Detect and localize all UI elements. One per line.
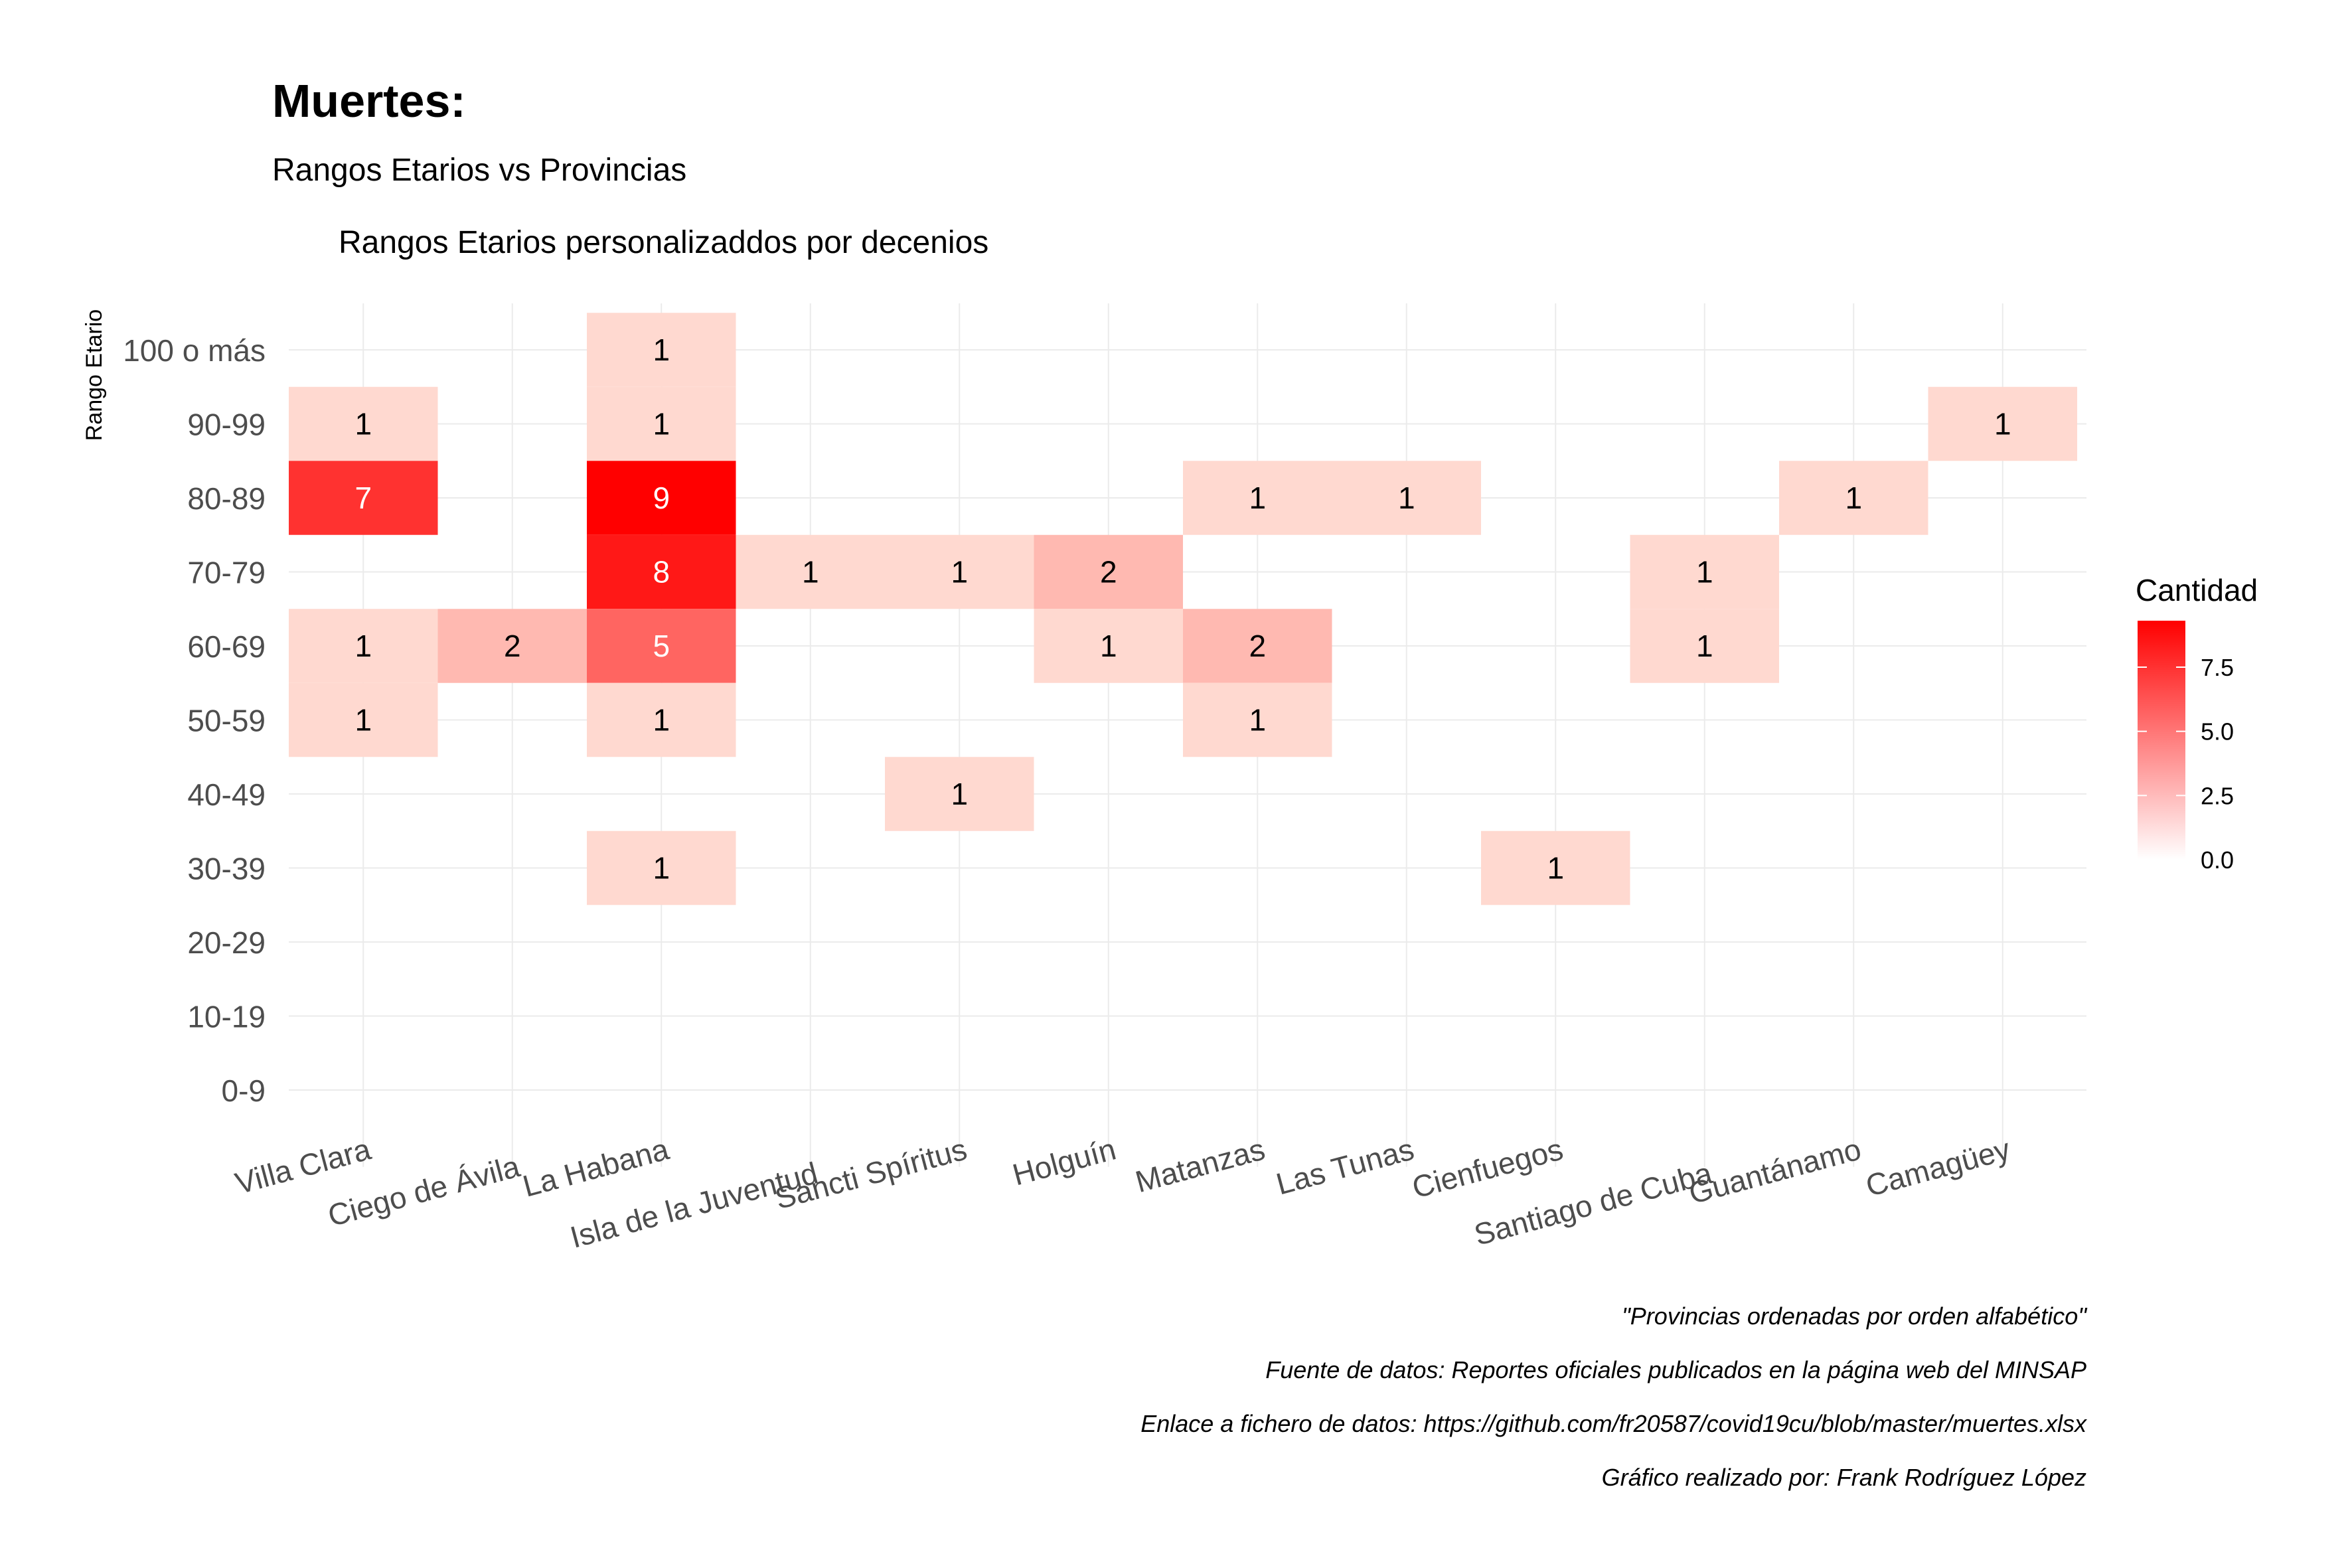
heatmap-cell [289, 682, 438, 757]
y-axis-label: Rango Etario [82, 309, 107, 441]
cell-value-label: 1 [1249, 481, 1266, 515]
caption-line: "Provincias ordenadas por orden alfabéti… [1622, 1302, 2088, 1330]
y-tick-label: 0-9 [222, 1073, 266, 1108]
heatmap-cell [885, 757, 1034, 831]
y-axis-tick-labels: 0-9 10-19 20-29 30-39 40-49 50-59 60-69 70-79 80… [123, 333, 266, 1108]
cell-value-label: 1 [1100, 629, 1117, 663]
heatmap-cell [587, 386, 736, 461]
heatmap-cell [587, 830, 736, 905]
y-tick-label: 30-39 [187, 852, 266, 886]
cell-value-label: 1 [1547, 851, 1564, 886]
legend-tick-label: 7.5 [2201, 654, 2234, 681]
legend-tick-label: 0.0 [2201, 846, 2234, 874]
heatmap-cell [289, 386, 438, 461]
chart-title: Muertes: [272, 75, 466, 127]
cell-value-label: 1 [653, 333, 670, 367]
heatmap-cells [289, 313, 2077, 905]
y-tick-label: 10-19 [187, 1000, 266, 1034]
cell-value-label: 1 [653, 407, 670, 441]
y-tick-label: 100 o más [123, 333, 266, 368]
heatmap-cell [1034, 534, 1183, 609]
heatmap-cell [289, 461, 438, 535]
cell-value-label: 5 [653, 629, 670, 663]
heatmap-cell [587, 682, 736, 757]
color-legend: Cantidad 0.0 2.5 5.0 7.5 [2136, 573, 2258, 874]
cell-value-label: 1 [802, 555, 819, 589]
heatmap-cell [1183, 682, 1332, 757]
cell-value-label: 1 [1845, 481, 1862, 515]
y-tick-label: 60-69 [187, 629, 266, 664]
cell-value-label: 1 [354, 407, 372, 441]
cell-value-label: 1 [951, 777, 968, 811]
cell-value-label: 1 [1994, 407, 2011, 441]
caption-line: Enlace a fichero de datos: https://githu… [1140, 1410, 2088, 1437]
heatmap-cell [1779, 461, 1928, 535]
heatmap-cell [1183, 461, 1332, 535]
heatmap-cell [1481, 830, 1630, 905]
cell-value-label: 9 [653, 481, 670, 515]
cell-value-label: 1 [1696, 629, 1713, 663]
heatmap-cell [587, 313, 736, 387]
cell-value-label: 1 [354, 629, 372, 663]
cell-value-label: 1 [653, 851, 670, 886]
cell-value-label: 2 [504, 629, 521, 663]
cell-value-label: 8 [653, 555, 670, 589]
heatmap-cell [1034, 609, 1183, 683]
cell-value-label: 1 [354, 703, 372, 738]
y-tick-label: 20-29 [187, 925, 266, 960]
y-tick-label: 70-79 [187, 556, 266, 590]
cell-value-label: 2 [1100, 555, 1117, 589]
caption-line: Fuente de datos: Reportes oficiales publ… [1265, 1356, 2086, 1383]
legend-tick-label: 2.5 [2201, 782, 2234, 809]
heatmap-cell [289, 609, 438, 683]
cell-value-label: 2 [1249, 629, 1266, 663]
cell-value-labels: 1 7 1 1 2 1 1 9 8 5 1 1 1 1 1 2 1 1 2 1 1 1 1 1 1 1 [354, 333, 2011, 886]
cell-value-label: 1 [653, 703, 670, 738]
y-tick-label: 40-49 [187, 777, 266, 812]
heatmap-cell [1183, 609, 1332, 683]
heatmap-cell [437, 609, 587, 683]
cell-value-label: 1 [1249, 703, 1266, 738]
y-tick-label: 50-59 [187, 704, 266, 738]
y-tick-label: 80-89 [187, 481, 266, 516]
legend-tick-label: 5.0 [2201, 718, 2234, 745]
heatmap-cell [587, 609, 736, 683]
chart-subtitle: Rangos Etarios vs Provincias [272, 153, 686, 188]
caption-line: Gráfico realizado por: Frank Rodríguez L… [1602, 1464, 2086, 1491]
heatmap-cell [1630, 609, 1779, 683]
chart-annotation: Rangos Etarios personalizaddos por decen… [339, 225, 988, 260]
y-tick-label: 90-99 [187, 408, 266, 442]
heatmap-cell [1928, 386, 2077, 461]
legend-title: Cantidad [2136, 573, 2258, 607]
heatmap-cell [1332, 461, 1481, 535]
heatmap-cell [587, 461, 736, 535]
cell-value-label: 1 [951, 555, 968, 589]
legend-ticks: 0.0 2.5 5.0 7.5 [2138, 654, 2234, 874]
cell-value-label: 7 [354, 481, 372, 515]
heatmap-cell [587, 534, 736, 609]
heatmap-cell [885, 534, 1034, 609]
heatmap-cell [736, 534, 885, 609]
cell-value-label: 1 [1696, 555, 1713, 589]
legend-colorbar [2138, 621, 2185, 860]
heatmap-cell [1630, 534, 1779, 609]
chart-captions: "Provincias ordenadas por orden alfabéti… [1140, 1302, 2088, 1491]
cell-value-label: 1 [1398, 481, 1415, 515]
